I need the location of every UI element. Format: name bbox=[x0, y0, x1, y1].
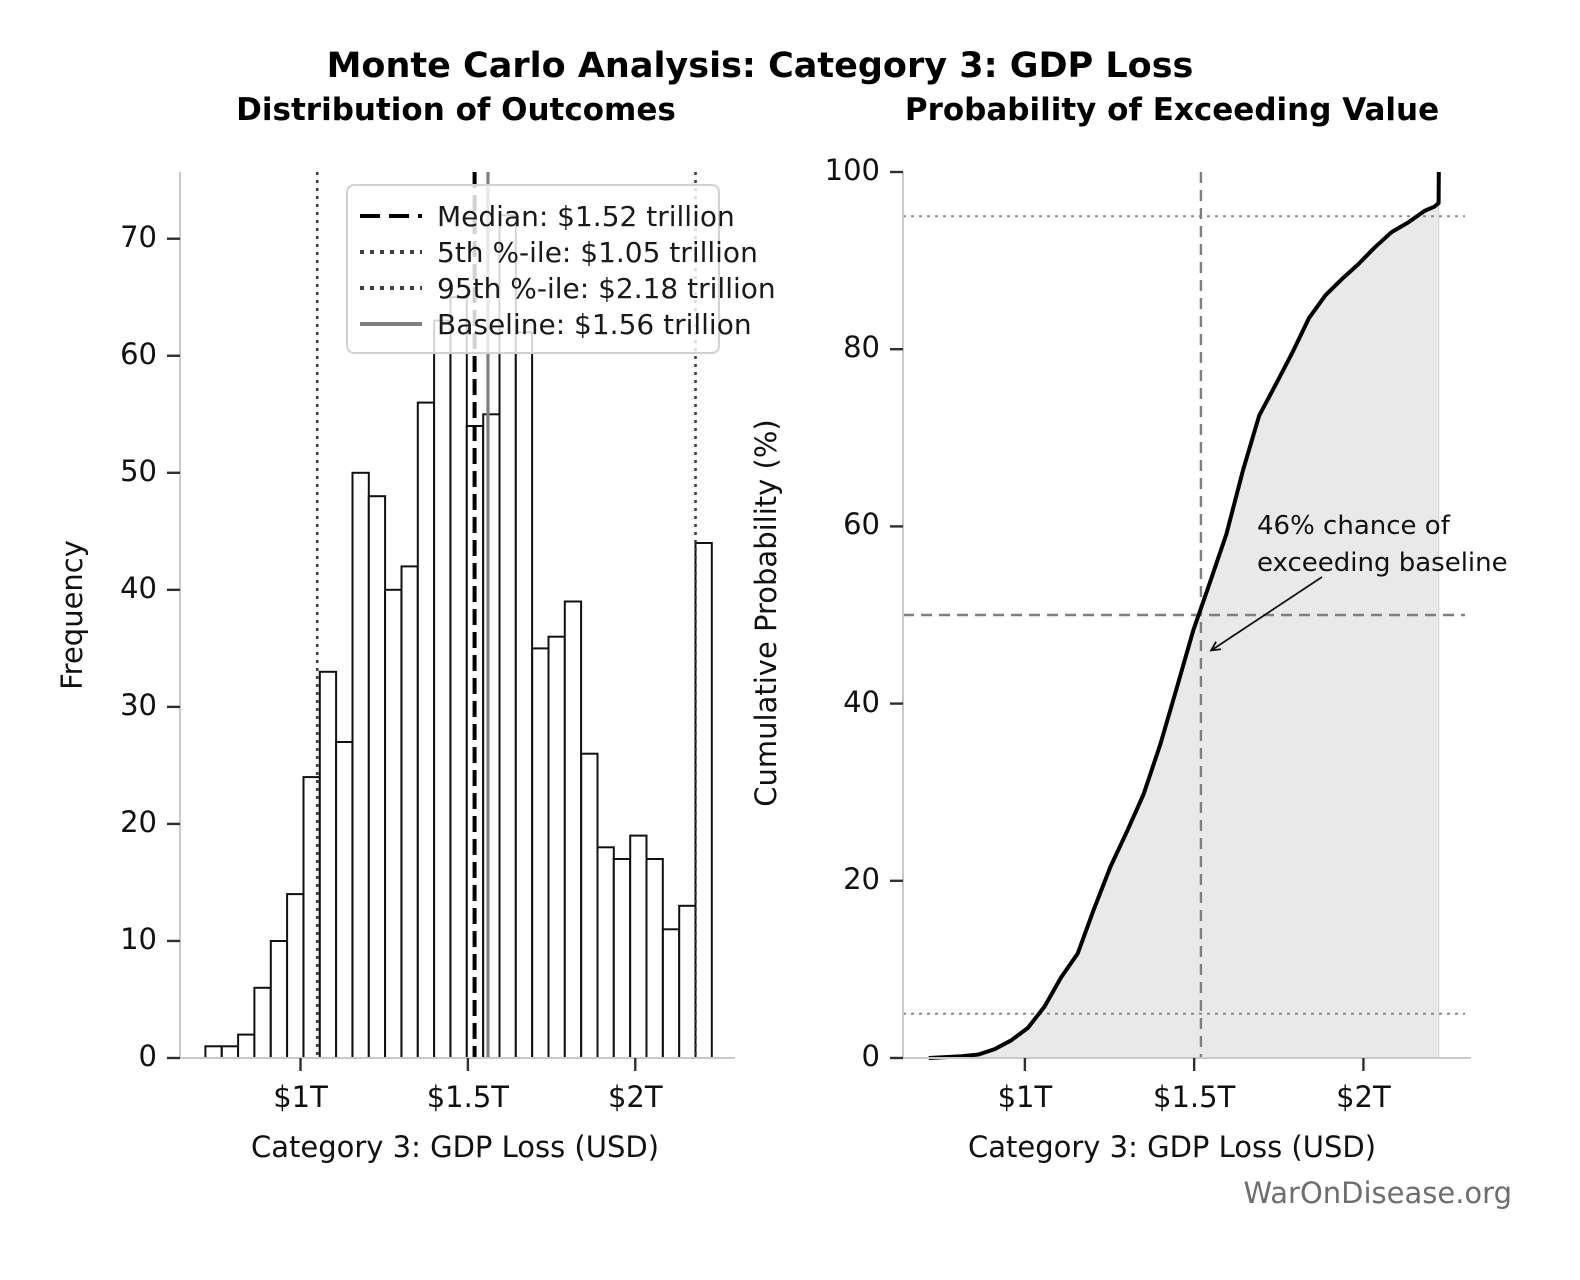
histogram-bar bbox=[237, 1033, 256, 1059]
cdf-annotation: 46% chance of exceeding baseline bbox=[1257, 508, 1508, 582]
axes-layer bbox=[167, 170, 1471, 1071]
cdf-xlabel: Category 3: GDP Loss (USD) bbox=[967, 1130, 1377, 1164]
histogram-bar bbox=[482, 413, 501, 1059]
histogram-bar bbox=[547, 635, 566, 1059]
histogram-bar bbox=[384, 588, 403, 1059]
cdf-y-tick-label: 0 bbox=[861, 1039, 880, 1073]
histogram-y-tick-label: 20 bbox=[120, 804, 157, 839]
cdf-annotation-line2: exceeding baseline bbox=[1257, 548, 1508, 578]
histogram-x-tick-label: $2T bbox=[607, 1080, 663, 1114]
histogram-bar bbox=[580, 752, 599, 1059]
legend-row-median: Median: $1.52 trillion bbox=[360, 198, 735, 234]
histogram-bar bbox=[269, 940, 289, 1059]
histogram-y-tick-label: 10 bbox=[120, 921, 157, 956]
histogram-bar bbox=[367, 495, 387, 1059]
legend-row-p5: 5th %-ile: $1.05 trillion bbox=[360, 234, 758, 270]
cdf-x-tick-label: $1T bbox=[997, 1080, 1053, 1114]
histogram-y-tick-label: 50 bbox=[120, 453, 157, 488]
histogram-x-tick-label: $1.5T bbox=[426, 1080, 510, 1114]
cdf-x-tick-label: $1.5T bbox=[1153, 1080, 1236, 1114]
cdf-y-tick-label: 80 bbox=[843, 330, 880, 365]
histogram-x-tick-label: $1T bbox=[273, 1080, 328, 1114]
histogram-bar bbox=[645, 858, 664, 1059]
cdf-y-tick-label: 40 bbox=[843, 684, 880, 719]
cdf-x-tick-label: $2T bbox=[1336, 1080, 1391, 1114]
histogram-y-tick-label: 60 bbox=[120, 336, 157, 371]
histogram-y-tick-label: 70 bbox=[120, 219, 157, 254]
histogram-xlabel: Category 3: GDP Loss (USD) bbox=[250, 1130, 660, 1164]
histogram-bar bbox=[416, 401, 436, 1060]
histogram-bar bbox=[220, 1045, 240, 1060]
histogram-bar bbox=[318, 670, 338, 1059]
histogram-bar bbox=[449, 296, 468, 1059]
histogram-bar bbox=[514, 331, 534, 1059]
histogram-bar bbox=[286, 893, 305, 1059]
legend-row-baseline: Baseline: $1.56 trillion bbox=[360, 306, 752, 342]
histogram-title: Distribution of Outcomes bbox=[236, 92, 676, 128]
histogram-bar bbox=[694, 542, 713, 1059]
histogram-bar bbox=[433, 319, 452, 1060]
cdf-title: Probability of Exceeding Value bbox=[904, 92, 1440, 128]
annotation-arrow bbox=[1211, 576, 1323, 650]
cdf-y-tick-label: 20 bbox=[843, 861, 880, 896]
histogram-ylabel: Frequency bbox=[55, 540, 89, 690]
legend-median-label: Median: $1.52 trillion bbox=[437, 199, 735, 233]
histogram-bar bbox=[563, 600, 583, 1059]
histogram-bar bbox=[629, 834, 648, 1059]
p95-line-sample-icon bbox=[360, 286, 422, 290]
legend-baseline-label: Baseline: $1.56 trillion bbox=[437, 307, 752, 341]
histogram-bar bbox=[612, 858, 632, 1059]
histogram-bar bbox=[335, 741, 354, 1059]
histogram-y-tick-label: 0 bbox=[138, 1039, 157, 1073]
cdf-plot bbox=[903, 171, 1465, 1060]
median-line-sample-icon bbox=[360, 214, 422, 218]
histogram-bar bbox=[400, 565, 419, 1060]
cdf-y-tick-label: 100 bbox=[824, 153, 880, 187]
histogram-y-tick-label: 30 bbox=[120, 687, 157, 722]
histogram-bar bbox=[596, 846, 615, 1059]
legend-row-p95: 95th %-ile: $2.18 trillion bbox=[360, 270, 776, 306]
cdf-ylabel: Cumulative Probability (%) bbox=[749, 419, 783, 807]
figure-suptitle: Monte Carlo Analysis: Category 3: GDP Lo… bbox=[326, 46, 1194, 86]
p5-line-sample-icon bbox=[360, 250, 422, 254]
watermark: WarOnDisease.org bbox=[1243, 1176, 1512, 1210]
histogram-bar bbox=[204, 1045, 223, 1060]
legend-p95-label: 95th %-ile: $2.18 trillion bbox=[437, 271, 776, 305]
histogram-y-tick-label: 40 bbox=[120, 570, 157, 605]
histogram-bar bbox=[678, 904, 697, 1059]
histogram-bar bbox=[351, 471, 370, 1059]
cdf-annotation-line1: 46% chance of bbox=[1257, 511, 1450, 541]
histogram-bar bbox=[253, 986, 272, 1059]
cdf-y-tick-label: 60 bbox=[843, 507, 880, 542]
baseline-line-sample-icon bbox=[360, 322, 422, 326]
histogram-bar bbox=[531, 647, 550, 1060]
histogram-bar bbox=[661, 928, 681, 1059]
histogram-legend: Median: $1.52 trillion 5th %-ile: $1.05 … bbox=[346, 184, 776, 354]
legend-p5-label: 5th %-ile: $1.05 trillion bbox=[437, 235, 758, 269]
cdf-curve bbox=[928, 171, 1441, 1060]
